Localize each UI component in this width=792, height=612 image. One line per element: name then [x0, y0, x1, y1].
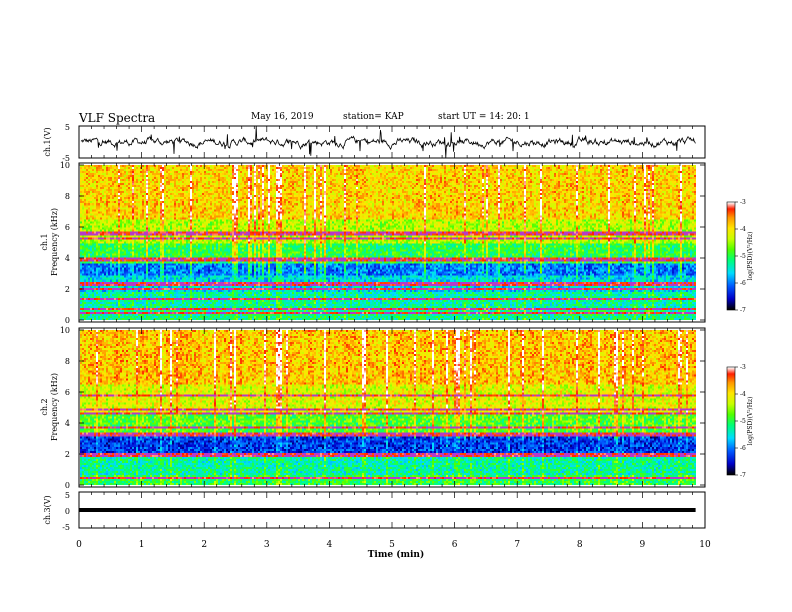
time-tick-label: 9	[640, 540, 646, 550]
start-time-label: start UT = 14: 20: 1	[438, 112, 530, 122]
ch2-spectrogram-ylabel-line2: Frequency (kHz)	[50, 373, 59, 441]
ch1-ytick-neg5: -5	[62, 154, 70, 163]
date-label: May 16, 2019	[251, 112, 314, 122]
ch1-spectrogram-ylabel-line1: ch.1	[40, 233, 49, 250]
ch2-spectrogram-ylabel-line1: ch.2	[40, 398, 49, 415]
ch2-colorbar-axis: -3 -4 -5 -6 -7 log(PSD)(V²/Hz)	[726, 364, 754, 479]
ch1-spectrogram-frame	[78, 162, 706, 323]
ch2-colorbar-frame	[726, 366, 736, 476]
time-tick-label: 5	[389, 540, 395, 550]
ch2-spectrogram-image	[80, 330, 696, 485]
ch1-colorbar	[727, 202, 735, 310]
ch1-ytick-label: 10	[60, 161, 70, 170]
ch1-colorbar-tick-label: -5	[740, 253, 746, 260]
ch3-ytick-5: 5	[65, 491, 70, 500]
ch1-colorbar-axis: -3 -4 -5 -6 -7 log(PSD)(V²/Hz)	[726, 199, 754, 314]
ch2-ytick-label: 0	[65, 481, 70, 490]
ch1-ytick-label: 4	[65, 254, 70, 263]
ch1-waveform-ylabel: ch.1(V)	[43, 127, 52, 156]
ch2-spectrogram-panel: 0 2 4 6 8 10 ch.2 Frequency (kHz)	[40, 326, 706, 490]
ch2-ytick-label: 10	[60, 326, 70, 335]
chart-title: VLF Spectra	[79, 111, 156, 125]
time-tick-label: 8	[577, 540, 583, 550]
ch3-waveform-panel: 5 0 -5 ch.3(V)	[43, 491, 706, 532]
ch2-colorbar	[727, 367, 735, 475]
station-label: station= KAP	[343, 112, 404, 122]
ch1-colorbar-tick-label: -3	[740, 199, 746, 206]
ch1-ytick-label: 6	[65, 223, 70, 232]
ch1-colorbar-frame	[726, 201, 736, 311]
ch1-colorbar-tick-label: -7	[740, 307, 746, 314]
ch3-waveform-trace	[79, 508, 696, 512]
time-ticks	[78, 126, 706, 528]
ch2-colorbar-tick-label: -5	[740, 418, 746, 425]
ch2-colorbar-tick-label: -6	[740, 445, 746, 452]
ch1-spectrogram-yticks: 0 2 4 6 8 10	[60, 161, 705, 325]
ch2-ytick-label: 8	[65, 357, 70, 366]
ch1-ytick-label: 0	[65, 316, 70, 325]
x-axis-label: Time (min)	[368, 549, 425, 560]
ch1-ytick-label: 2	[65, 285, 70, 294]
ch3-ytick-0: 0	[65, 507, 70, 516]
ch1-colorbar-tick-label: -4	[740, 226, 746, 233]
ch1-colorbar-ticks: -3 -4 -5 -6 -7	[735, 199, 746, 314]
time-tick-label: 1	[139, 540, 145, 550]
ch3-ytick-neg5: -5	[62, 523, 70, 532]
ch2-ytick-label: 4	[65, 419, 70, 428]
time-tick-label: 0	[76, 540, 82, 550]
ch2-colorbar-label: log(PSD)(V²/Hz)	[747, 397, 754, 446]
ch1-spectrogram-ylabel-line2: Frequency (kHz)	[50, 208, 59, 276]
time-tick-label: 6	[452, 540, 458, 550]
time-tick-label: 4	[327, 540, 333, 550]
time-tick-labels: 0 1 2 3 4 5 6 7 8 9 10	[76, 540, 711, 550]
ch2-ytick-label: 2	[65, 450, 70, 459]
time-tick-label: 10	[699, 540, 711, 550]
ch1-ytick-label: 8	[65, 192, 70, 201]
ch2-colorbar-ticks: -3 -4 -5 -6 -7	[735, 364, 746, 479]
ch1-waveform-panel: 5 -5 ch.1(V)	[43, 123, 706, 163]
ch2-ytick-label: 6	[65, 388, 70, 397]
ch2-spectrogram-yticks: 0 2 4 6 8 10	[60, 326, 705, 490]
ch1-colorbar-label: log(PSD)(V²/Hz)	[747, 232, 754, 281]
time-tick-label: 3	[264, 540, 270, 550]
ch3-waveform-ylabel: ch.3(V)	[43, 495, 52, 524]
ch1-colorbar-tick-label: -6	[740, 280, 746, 287]
ch2-colorbar-tick-label: -4	[740, 391, 746, 398]
ch2-spectrogram-frame	[78, 327, 706, 488]
ch2-colorbar-tick-label: -3	[740, 364, 746, 371]
time-tick-label: 2	[201, 540, 207, 550]
ch1-ytick-5: 5	[65, 123, 70, 132]
time-tick-label: 7	[514, 540, 520, 550]
ch2-colorbar-tick-label: -7	[740, 472, 746, 479]
ch1-spectrogram-image	[80, 165, 696, 320]
ch1-waveform-trace	[80, 126, 696, 158]
ch1-spectrogram-panel: 0 2 4 6 8 10 ch.1 Frequency (kHz)	[40, 161, 706, 325]
